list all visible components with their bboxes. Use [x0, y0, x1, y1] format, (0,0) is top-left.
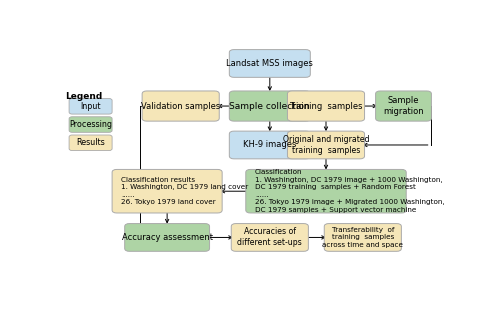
Text: Validation samples: Validation samples	[141, 101, 220, 111]
Text: Classification
1. Washington, DC 1979 image + 1000 Washington,
DC 1979 training : Classification 1. Washington, DC 1979 im…	[255, 169, 444, 213]
FancyBboxPatch shape	[376, 91, 432, 121]
FancyBboxPatch shape	[142, 91, 219, 121]
FancyBboxPatch shape	[246, 169, 406, 213]
Text: Training  samples: Training samples	[289, 101, 363, 111]
Text: Sample collection: Sample collection	[230, 101, 310, 111]
FancyBboxPatch shape	[232, 224, 308, 251]
FancyBboxPatch shape	[112, 169, 222, 213]
Text: Transferability  of
training  samples
across time and space: Transferability of training samples acro…	[322, 227, 404, 248]
FancyBboxPatch shape	[324, 224, 402, 251]
FancyBboxPatch shape	[230, 91, 310, 121]
Text: Processing: Processing	[69, 120, 112, 129]
Text: Classification results
1. Washington, DC 1979 land cover
......
26. Tokyo 1979 l: Classification results 1. Washington, DC…	[122, 177, 248, 205]
Text: Input: Input	[80, 102, 101, 111]
FancyBboxPatch shape	[230, 50, 310, 77]
FancyBboxPatch shape	[288, 91, 364, 121]
Text: KH-9 images: KH-9 images	[243, 141, 296, 149]
FancyBboxPatch shape	[69, 135, 112, 151]
Text: Original and migrated
training  samples: Original and migrated training samples	[282, 135, 370, 155]
FancyBboxPatch shape	[124, 224, 210, 251]
FancyBboxPatch shape	[230, 131, 310, 159]
Text: Accuracies of
different set-ups: Accuracies of different set-ups	[238, 228, 302, 247]
Text: Results: Results	[76, 138, 105, 147]
Text: Sample
migration: Sample migration	[383, 96, 424, 116]
Text: Accuracy assessment: Accuracy assessment	[122, 233, 212, 242]
FancyBboxPatch shape	[288, 131, 364, 159]
Text: Landsat MSS images: Landsat MSS images	[226, 59, 313, 68]
FancyBboxPatch shape	[69, 117, 112, 132]
Text: Legend: Legend	[65, 92, 102, 101]
FancyBboxPatch shape	[69, 99, 112, 114]
